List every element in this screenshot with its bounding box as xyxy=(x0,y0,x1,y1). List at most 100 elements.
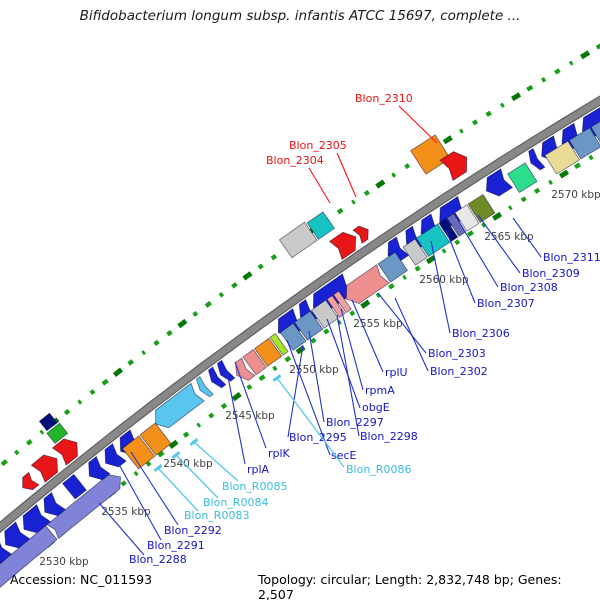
gene-cds-b16[interactable] xyxy=(528,147,546,171)
gene-cds-pk1[interactable] xyxy=(326,295,346,318)
gene-cds-red-d[interactable] xyxy=(328,231,357,261)
gene-blon-2288[interactable] xyxy=(62,473,87,500)
tick-minor xyxy=(141,350,147,356)
gene-label-Blon_R0084[interactable]: Blon_R0084 xyxy=(203,496,268,509)
gene-blon-2305[interactable] xyxy=(306,211,335,240)
tick-minor xyxy=(554,68,561,75)
kbp-label: 2535 kbp xyxy=(101,506,151,518)
gene-label-Blon_R0083[interactable]: Blon_R0083 xyxy=(184,509,249,522)
gene-cds-red-f[interactable] xyxy=(439,151,468,182)
gene-blon-2306-sv[interactable] xyxy=(402,238,428,266)
gene-cds-mint[interactable] xyxy=(507,162,538,194)
gene-cds-st2[interactable] xyxy=(293,310,324,341)
gene-label-Blon_2302[interactable]: Blon_2302 xyxy=(430,365,488,378)
trna-mark[interactable] xyxy=(171,451,181,459)
gene-label-Blon_2292[interactable]: Blon_2292 xyxy=(164,524,222,537)
gene-blon-2306[interactable] xyxy=(415,223,451,257)
gene-rplK-gene[interactable] xyxy=(242,348,267,376)
gene-cds-or2[interactable] xyxy=(121,435,156,470)
trna-mark[interactable] xyxy=(189,438,199,446)
gene-cds-gy[interactable] xyxy=(269,333,289,356)
gene-label-Blon_R0086[interactable]: Blon_R0086 xyxy=(346,463,411,476)
gene-blon-2311[interactable] xyxy=(467,193,496,223)
label-pointer-line xyxy=(336,152,357,198)
tick-minor xyxy=(77,399,83,405)
gene-label-rplA[interactable]: rplA xyxy=(247,463,270,476)
kbp-label: 2570 kbp xyxy=(551,189,600,201)
gene-cds-or3[interactable] xyxy=(139,422,172,456)
gene-cds-red-c[interactable] xyxy=(51,438,78,466)
tick-minor xyxy=(595,43,600,50)
gene-cds-purple2[interactable] xyxy=(46,474,121,540)
gene-blon-2309[interactable] xyxy=(454,204,480,232)
kbp-label: 2540 kbp xyxy=(163,458,213,470)
tick-minor xyxy=(573,162,581,170)
tick-minor xyxy=(363,189,370,197)
gene-label-Blon_2309[interactable]: Blon_2309 xyxy=(522,267,580,280)
gene-label-Blon_2298[interactable]: Blon_2298 xyxy=(360,430,418,443)
gene-label-Blon_2306[interactable]: Blon_2306 xyxy=(452,327,510,340)
trna-mark[interactable] xyxy=(272,374,282,382)
gene-cds-b06[interactable] xyxy=(208,366,227,389)
tick-minor xyxy=(499,102,505,108)
gene-cds-b15[interactable] xyxy=(485,168,514,197)
tick-minor xyxy=(520,196,527,203)
gene-blon-2307[interactable] xyxy=(438,218,459,243)
gene-cds-red-e[interactable] xyxy=(352,225,369,244)
gene-cds-b07[interactable] xyxy=(216,359,236,382)
label-pointer-line xyxy=(115,458,162,541)
gene-label-obgE[interactable]: obgE xyxy=(362,401,390,414)
tick-major xyxy=(231,391,242,402)
label-pointer-line xyxy=(130,451,179,526)
gene-cds-sky2[interactable] xyxy=(195,376,214,398)
gene-cds-red-a[interactable] xyxy=(22,471,40,491)
gene-label-Blon_2295[interactable]: Blon_2295 xyxy=(289,431,347,444)
gene-label-Blon_2303[interactable]: Blon_2303 xyxy=(428,347,486,360)
gene-cds-or1[interactable] xyxy=(254,337,283,367)
gene-blon-2304[interactable] xyxy=(278,221,318,259)
gene-cds-st4[interactable] xyxy=(590,113,600,146)
gene-blon-2310[interactable] xyxy=(410,134,451,175)
gene-secE-gene[interactable] xyxy=(279,322,307,351)
kbp-label: 2530 kbp xyxy=(39,556,89,568)
gene-label-Blon_2310[interactable]: Blon_2310 xyxy=(355,92,413,105)
gene-cds-purple1[interactable] xyxy=(0,525,58,590)
gene-cds-green[interactable] xyxy=(46,422,69,444)
tick-minor xyxy=(351,199,356,205)
gene-label-Blon_2291[interactable]: Blon_2291 xyxy=(147,539,205,552)
tick-major xyxy=(360,299,371,309)
gene-cds-st3[interactable] xyxy=(568,127,600,160)
gene-cds-sky1[interactable] xyxy=(154,382,205,429)
gene-cds-red-b[interactable] xyxy=(30,454,59,483)
gene-label-Blon_2304[interactable]: Blon_2304 xyxy=(266,154,324,167)
gene-cds-sv1[interactable] xyxy=(310,299,339,329)
gene-label-rpmA[interactable]: rpmA xyxy=(365,384,395,397)
tick-major xyxy=(492,211,503,221)
gene-label-rplU[interactable]: rplU xyxy=(385,366,408,379)
gene-label-rplK[interactable]: rplK xyxy=(268,447,291,460)
tick-minor xyxy=(231,282,238,289)
gene-label-Blon_2297[interactable]: Blon_2297 xyxy=(326,416,384,429)
gene-cds-khaki[interactable] xyxy=(544,140,580,175)
gene-cds-navy-out[interactable] xyxy=(38,412,58,432)
gene-blon-2303[interactable] xyxy=(377,251,409,283)
tick-minor xyxy=(402,274,407,280)
gene-label-Blon_R0085[interactable]: Blon_R0085 xyxy=(222,480,287,493)
gene-cds-pk2[interactable] xyxy=(332,290,352,314)
trna-mark[interactable] xyxy=(153,464,163,472)
gene-label-Blon_2305[interactable]: Blon_2305 xyxy=(289,139,347,152)
tick-minor xyxy=(441,248,447,254)
gene-blon-2292[interactable] xyxy=(104,443,127,468)
gene-blon-2302[interactable] xyxy=(345,264,390,305)
tick-minor xyxy=(568,60,574,66)
tick-minor xyxy=(272,365,278,372)
gene-label-Blon_2288[interactable]: Blon_2288 xyxy=(129,553,187,566)
gene-label-Blon_2311[interactable]: Blon_2311 xyxy=(543,251,600,264)
gene-label-Blon_2308[interactable]: Blon_2308 xyxy=(500,281,558,294)
tick-minor xyxy=(153,339,160,346)
gene-label-Blon_2307[interactable]: Blon_2307 xyxy=(477,297,535,310)
label-pointer-line xyxy=(336,314,360,437)
tick-minor xyxy=(349,310,356,317)
tick-major xyxy=(442,135,453,145)
tick-minor xyxy=(459,128,464,134)
